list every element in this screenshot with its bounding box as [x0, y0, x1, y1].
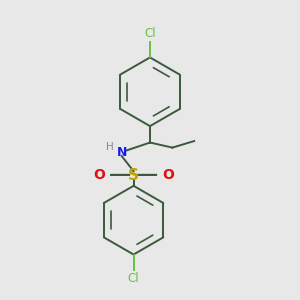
Text: S: S	[128, 168, 139, 183]
Text: Cl: Cl	[128, 272, 140, 285]
Text: O: O	[162, 168, 174, 182]
Text: H: H	[106, 142, 114, 152]
Text: O: O	[93, 168, 105, 182]
Text: Cl: Cl	[144, 26, 156, 40]
Text: N: N	[116, 146, 127, 159]
